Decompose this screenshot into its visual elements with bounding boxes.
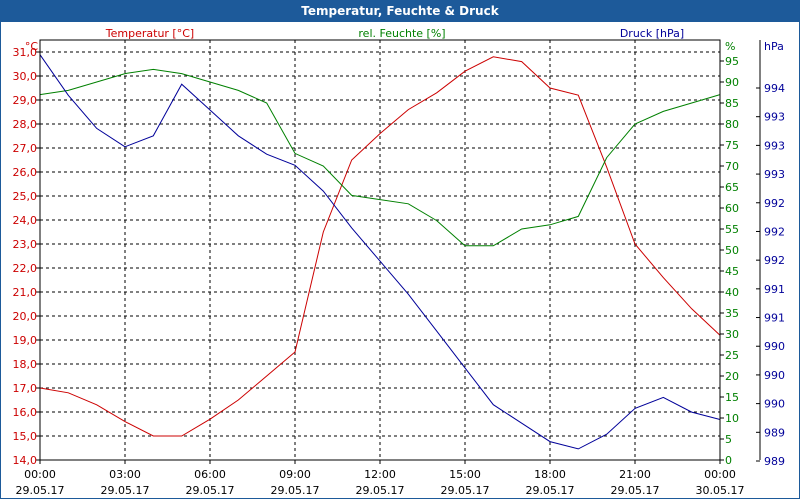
pressure-tick-label: 993	[764, 139, 785, 152]
humidity-tick-label: 50	[725, 244, 739, 257]
temperature-line	[39, 56, 721, 437]
humidity-tick-label: 20	[725, 370, 739, 383]
temperature-axis-unit: °C	[25, 40, 39, 53]
humidity-tick-label: 95	[725, 55, 739, 68]
x-tick-label-date: 29.05.17	[16, 484, 65, 497]
pressure-tick-label: 989	[764, 455, 785, 468]
humidity-tick-label: 90	[725, 76, 739, 89]
temp-tick-label: 17,0	[13, 382, 38, 395]
x-tick-label-time: 00:00	[24, 468, 56, 481]
humidity-tick-label: 25	[725, 349, 739, 362]
temp-tick-label: 26,0	[13, 166, 38, 179]
humidity-tick-label: 30	[725, 328, 739, 341]
pressure-axis-unit: hPa	[764, 40, 784, 53]
pressure-tick-label: 992	[764, 197, 785, 210]
temp-tick-label: 27,0	[13, 142, 38, 155]
pressure-axis-label: Druck [hPa]	[620, 27, 684, 40]
humidity-tick-label: 75	[725, 139, 739, 152]
x-tick-label-time: 03:00	[109, 468, 141, 481]
temperature-axis-label: Temperatur [°C]	[105, 27, 194, 40]
pressure-tick-label: 990	[764, 340, 785, 353]
x-tick-label-time: 15:00	[449, 468, 481, 481]
series-lines	[39, 54, 721, 450]
x-tick-label-date: 29.05.17	[101, 484, 150, 497]
pressure-tick-label: 994	[764, 82, 785, 95]
x-tick-label-time: 09:00	[279, 468, 311, 481]
x-tick-label-time: 21:00	[619, 468, 651, 481]
plot-border	[39, 39, 721, 461]
humidity-axis-label: rel. Feuchte [%]	[358, 27, 445, 40]
humidity-tick-label: 65	[725, 181, 739, 194]
humidity-tick-label: 70	[725, 160, 739, 173]
temp-tick-label: 20,0	[13, 310, 38, 323]
humidity-tick-label: 55	[725, 223, 739, 236]
pressure-tick-label: 990	[764, 398, 785, 411]
x-tick-label-date: 29.05.17	[526, 484, 575, 497]
pressure-tick-label: 993	[764, 168, 785, 181]
window-title: Temperatur, Feuchte & Druck	[301, 4, 499, 18]
x-tick-label-date: 29.05.17	[356, 484, 405, 497]
humidity-tick-label: 0	[725, 454, 732, 467]
x-tick-label-date: 29.05.17	[441, 484, 490, 497]
humidity-line	[39, 68, 721, 247]
temp-tick-label: 15,0	[13, 430, 38, 443]
x-tick-label-time: 12:00	[364, 468, 396, 481]
pressure-tick-label: 992	[764, 254, 785, 267]
pressure-tick-label: 993	[764, 111, 785, 124]
pressure-line	[39, 54, 721, 450]
temp-tick-label: 28,0	[13, 118, 38, 131]
tick-labels: 00:00 29.05.17 03:00 29.05.17 06:00 29.05.17 0…	[13, 40, 785, 497]
temp-tick-label: 14,0	[13, 454, 38, 467]
humidity-tick-label: 40	[725, 286, 739, 299]
humidity-tick-label: 80	[725, 118, 739, 131]
humidity-tick-label: 10	[725, 412, 739, 425]
temp-tick-label: 23,0	[13, 238, 38, 251]
temp-tick-label: 30,0	[13, 70, 38, 83]
temp-tick-label: 22,0	[13, 262, 38, 275]
temp-tick-label: 16,0	[13, 406, 38, 419]
temp-tick-label: 19,0	[13, 334, 38, 347]
humidity-tick-label: 60	[725, 202, 739, 215]
humidity-tick-label: 45	[725, 265, 739, 278]
temp-tick-label: 18,0	[13, 358, 38, 371]
humidity-tick-label: 5	[725, 433, 732, 446]
humidity-tick-label: 85	[725, 97, 739, 110]
title-bar: Temperatur, Feuchte & Druck	[0, 0, 800, 22]
x-tick-label-date: 29.05.17	[186, 484, 235, 497]
pressure-tick-label: 989	[764, 426, 785, 439]
x-tick-label-date: 29.05.17	[611, 484, 660, 497]
x-tick-label-date: 29.05.17	[271, 484, 320, 497]
temp-tick-label: 31,0	[13, 46, 38, 59]
temp-tick-label: 24,0	[13, 214, 38, 227]
temp-tick-label: 25,0	[13, 190, 38, 203]
pressure-tick-label: 990	[764, 369, 785, 382]
x-tick-label-time: 00:00	[704, 468, 736, 481]
temp-tick-label: 29,0	[13, 94, 38, 107]
x-tick-label-date: 30.05.17	[696, 484, 745, 497]
pressure-tick-label: 992	[764, 225, 785, 238]
x-tick-label-time: 18:00	[534, 468, 566, 481]
temp-tick-label: 21,0	[13, 286, 38, 299]
humidity-axis-unit: %	[725, 40, 735, 53]
grid	[40, 40, 720, 460]
pressure-tick-label: 991	[764, 283, 785, 296]
pressure-tick-label: 991	[764, 312, 785, 325]
x-tick-label-time: 06:00	[194, 468, 226, 481]
humidity-tick-label: 35	[725, 307, 739, 320]
humidity-tick-label: 15	[725, 391, 739, 404]
